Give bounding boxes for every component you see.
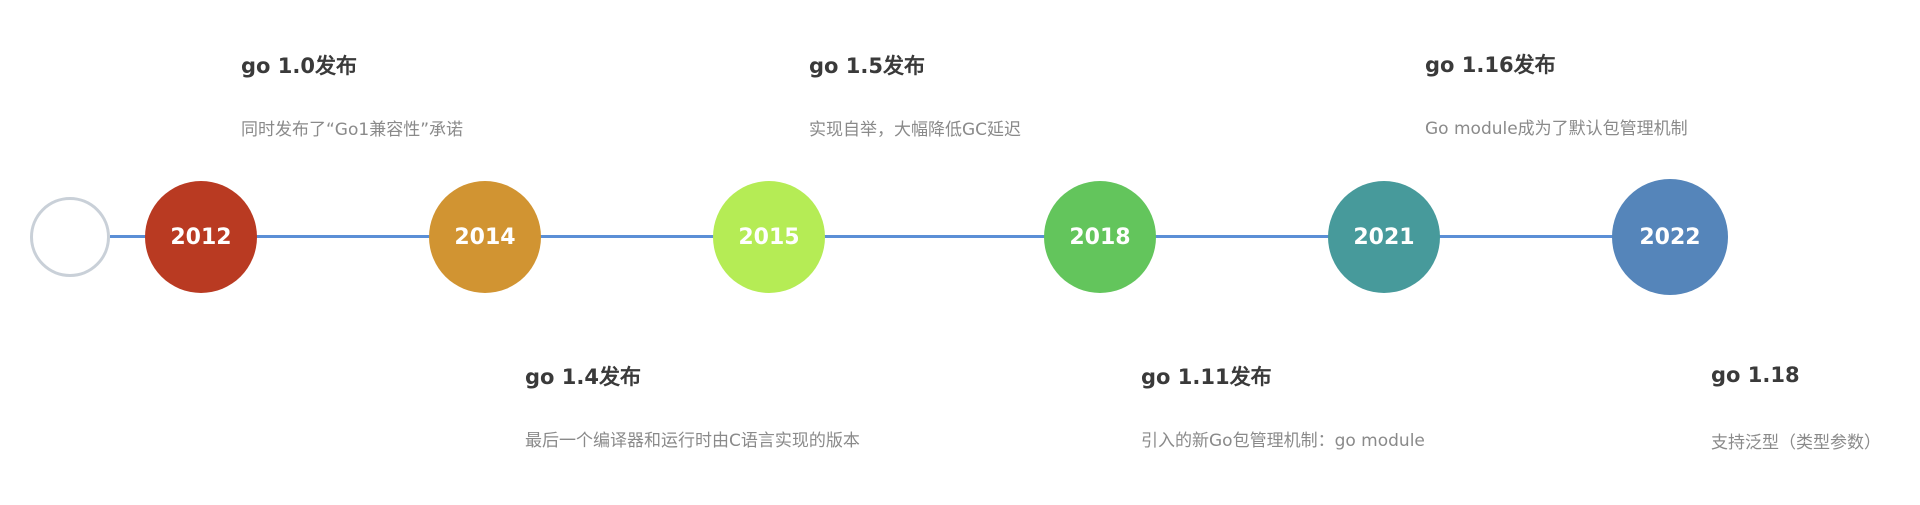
- event-title: go 1.11发布: [1141, 365, 1272, 389]
- event-description: Go module成为了默认包管理机制: [1425, 119, 1688, 139]
- event-description: 同时发布了“Go1兼容性”承诺: [241, 120, 464, 140]
- event-title: go 1.0发布: [241, 54, 357, 78]
- event-description: 支持泛型（类型参数）: [1711, 433, 1881, 453]
- year-node-2018: 2018: [1044, 181, 1156, 293]
- timeline-start-marker: [30, 197, 110, 277]
- year-node-2012: 2012: [145, 181, 257, 293]
- event-title: go 1.18: [1711, 363, 1800, 387]
- year-node-2015: 2015: [713, 181, 825, 293]
- year-node-2014: 2014: [429, 181, 541, 293]
- event-title: go 1.4发布: [525, 365, 641, 389]
- event-title: go 1.5发布: [809, 54, 925, 78]
- year-node-2022: 2022: [1612, 179, 1728, 295]
- event-description: 实现自举，大幅降低GC延迟: [809, 120, 1022, 140]
- event-description: 引入的新Go包管理机制：go module: [1141, 431, 1425, 451]
- event-description: 最后一个编译器和运行时由C语言实现的版本: [525, 431, 860, 451]
- event-title: go 1.16发布: [1425, 53, 1556, 77]
- timeline-axis: [110, 235, 1670, 238]
- year-node-2021: 2021: [1328, 181, 1440, 293]
